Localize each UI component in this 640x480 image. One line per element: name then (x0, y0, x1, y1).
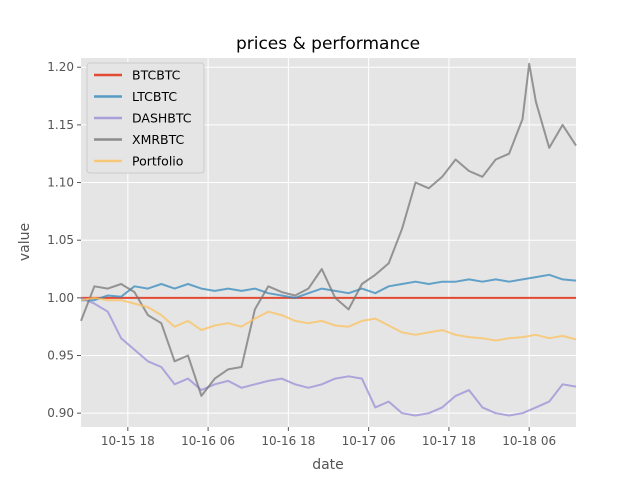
x-tick-label: 10-18 06 (502, 434, 556, 448)
legend-box (86, 62, 205, 174)
legend-entry: DASHBTC (132, 111, 192, 126)
x-tick-label: 10-15 18 (101, 434, 155, 448)
y-tick-label: 0.90 (47, 406, 74, 420)
y-axis: 0.90 0.95 1.00 1.05 1.10 1.15 1.20 (47, 60, 81, 420)
y-tick-label: 1.15 (47, 118, 74, 132)
x-tick-label: 10-16 06 (181, 434, 235, 448)
legend-entry: BTCBTC (132, 68, 181, 83)
legend: BTCBTC LTCBTC DASHBTC XMRBTC Portfolio (86, 62, 205, 174)
y-tick-label: 0.95 (47, 349, 74, 363)
series-line-portfolio (80, 296, 577, 342)
y-tick-label: 1.00 (47, 291, 74, 305)
legend-entry: LTCBTC (132, 89, 177, 104)
x-tick-label: 10-17 18 (422, 434, 476, 448)
legend-entry: XMRBTC (132, 132, 185, 147)
x-axis: 10-15 18 10-16 06 10-16 18 10-17 06 10-17 18… (101, 427, 556, 448)
series-line-xmrbtc (80, 62, 577, 397)
y-tick-label: 1.05 (47, 233, 74, 247)
y-axis-label: value (17, 223, 33, 261)
y-tick-label: 1.10 (47, 176, 74, 190)
x-tick-label: 10-17 06 (342, 434, 396, 448)
legend-entry: Portfolio (132, 154, 183, 169)
series-line-ltcbtc (81, 273, 577, 302)
x-tick-label: 10-16 18 (261, 434, 315, 448)
series-lines (80, 62, 577, 417)
y-tick-label: 1.20 (47, 60, 74, 74)
series-line-dashbtc (80, 296, 577, 417)
x-axis-label: date (312, 457, 344, 473)
chart-title: prices & performance (236, 34, 420, 54)
